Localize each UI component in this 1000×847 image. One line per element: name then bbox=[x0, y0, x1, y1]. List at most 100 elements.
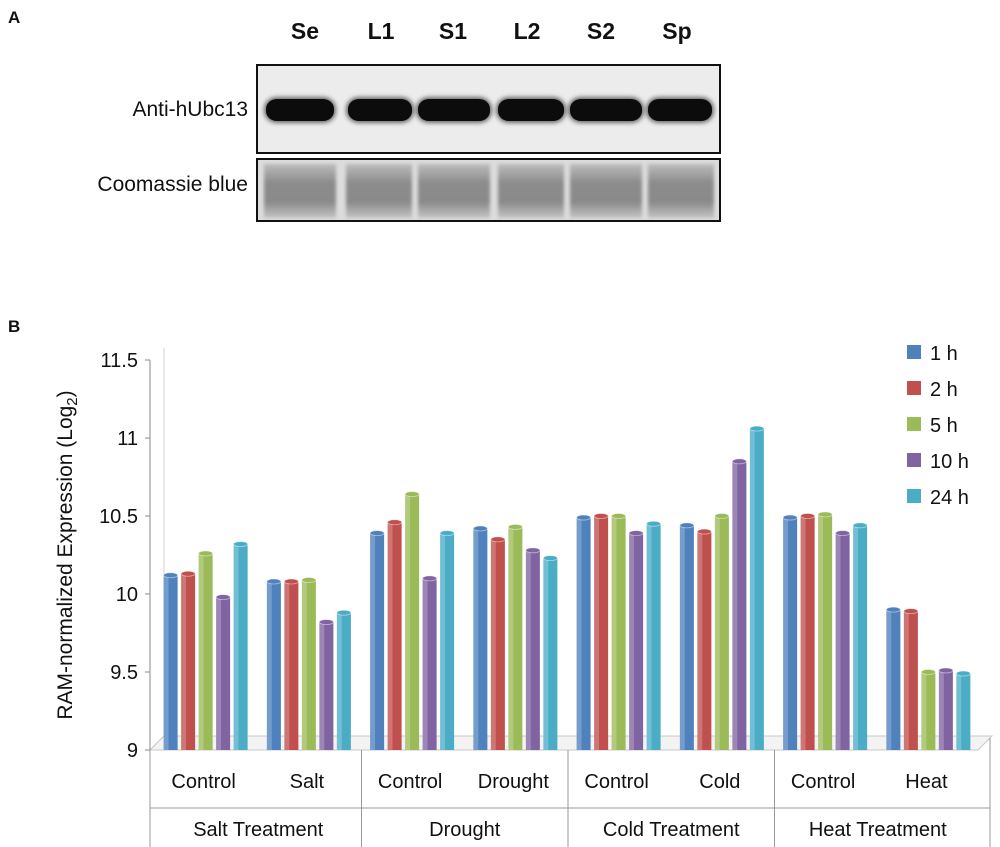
group-label: Heat Treatment bbox=[809, 819, 947, 841]
category-label: Control bbox=[378, 771, 442, 793]
legend-label: 1 h bbox=[930, 343, 958, 365]
bar-highlight bbox=[800, 516, 806, 750]
category-label: Cold bbox=[699, 771, 740, 793]
bar-top bbox=[611, 513, 627, 519]
bar-highlight bbox=[714, 516, 720, 750]
bar-highlight bbox=[594, 516, 600, 750]
bar-highlight bbox=[163, 575, 169, 750]
bar-highlight bbox=[508, 526, 514, 750]
bar-highlight bbox=[440, 533, 446, 750]
bar bbox=[886, 609, 901, 750]
band-l2 bbox=[498, 99, 564, 121]
bar bbox=[490, 539, 505, 750]
bar-highlight bbox=[336, 612, 342, 750]
bar-highlight bbox=[405, 494, 411, 750]
bar-top bbox=[885, 606, 901, 613]
bar-highlight bbox=[543, 558, 549, 750]
legend-swatch bbox=[907, 489, 921, 503]
bar-highlight bbox=[921, 672, 927, 750]
western-blot-row-label: Anti-hUbc13 bbox=[132, 98, 248, 121]
bar bbox=[714, 516, 729, 750]
bar bbox=[853, 525, 868, 750]
coomassie-gel-image bbox=[256, 158, 721, 222]
gel-lane-l1 bbox=[346, 164, 412, 218]
group-label: Salt Treatment bbox=[193, 819, 324, 841]
y-tick-label: 11 bbox=[117, 428, 138, 450]
bar-top bbox=[439, 530, 455, 537]
bar-top bbox=[163, 572, 179, 579]
gel-lane-se bbox=[264, 164, 336, 218]
bar bbox=[818, 514, 833, 750]
band-l1 bbox=[348, 99, 412, 121]
legend-swatch bbox=[907, 453, 921, 467]
bar-top bbox=[696, 528, 712, 535]
bar-top bbox=[336, 609, 352, 616]
bar-highlight bbox=[956, 673, 962, 750]
bar-highlight bbox=[697, 531, 703, 750]
bar-top bbox=[576, 514, 592, 521]
bar-highlight bbox=[903, 611, 909, 750]
bar-top bbox=[198, 550, 214, 557]
y-tick-label: 9 bbox=[127, 740, 138, 762]
bar-top bbox=[835, 530, 851, 537]
bar bbox=[611, 516, 626, 750]
bar-top bbox=[782, 514, 798, 521]
bar-highlight bbox=[732, 461, 738, 750]
bar-highlight bbox=[233, 544, 239, 750]
bar-highlight bbox=[749, 428, 755, 750]
bar bbox=[629, 533, 644, 750]
bar-highlight bbox=[198, 553, 204, 750]
bar-highlight bbox=[818, 514, 824, 750]
bar-highlight bbox=[370, 533, 376, 750]
category-label: Control bbox=[171, 771, 235, 793]
bar bbox=[370, 533, 385, 750]
bar bbox=[440, 533, 455, 750]
gel-lane-s1 bbox=[418, 164, 490, 218]
bar-top bbox=[714, 513, 730, 519]
bar-highlight bbox=[216, 597, 222, 750]
bar bbox=[525, 550, 540, 750]
bar bbox=[903, 611, 918, 750]
bar bbox=[956, 673, 971, 750]
bar bbox=[422, 578, 437, 750]
band-se bbox=[266, 99, 334, 121]
lane-label-se: Se bbox=[290, 18, 320, 44]
bar-top bbox=[525, 547, 541, 554]
legend-label: 5 h bbox=[930, 415, 958, 437]
group-label: Drought bbox=[429, 819, 501, 841]
lane-label-l2: L2 bbox=[513, 18, 541, 44]
bar-highlight bbox=[422, 578, 428, 750]
bar-highlight bbox=[886, 609, 892, 750]
bar-highlight bbox=[319, 622, 325, 750]
legend-label: 2 h bbox=[930, 379, 958, 401]
bar bbox=[336, 612, 351, 750]
bar-highlight bbox=[646, 523, 652, 750]
band-s2 bbox=[570, 99, 642, 121]
western-blot-image bbox=[256, 64, 721, 154]
legend-swatch bbox=[907, 417, 921, 431]
bar-top bbox=[542, 555, 558, 562]
bar-top bbox=[817, 511, 833, 518]
category-label: Heat bbox=[905, 771, 948, 793]
bar-top bbox=[422, 575, 438, 582]
bar-top bbox=[472, 525, 488, 532]
bar-top bbox=[233, 541, 249, 547]
category-label: Salt bbox=[290, 771, 325, 793]
bar-top bbox=[955, 670, 971, 677]
bar-highlight bbox=[490, 539, 496, 750]
category-label: Control bbox=[584, 771, 648, 793]
bar bbox=[198, 553, 213, 750]
bar-top bbox=[404, 491, 420, 498]
bar-top bbox=[731, 458, 747, 465]
bar-top bbox=[266, 578, 282, 585]
bar-highlight bbox=[835, 533, 841, 750]
bar bbox=[163, 575, 178, 750]
lane-label-sp: Sp bbox=[662, 18, 692, 44]
bar-highlight bbox=[938, 670, 944, 750]
bar-highlight bbox=[266, 581, 272, 750]
bar bbox=[732, 461, 747, 750]
group-label: Cold Treatment bbox=[603, 819, 740, 841]
y-tick-label: 9.5 bbox=[110, 662, 138, 684]
gel-lane-s2 bbox=[570, 164, 642, 218]
bar bbox=[301, 579, 316, 750]
